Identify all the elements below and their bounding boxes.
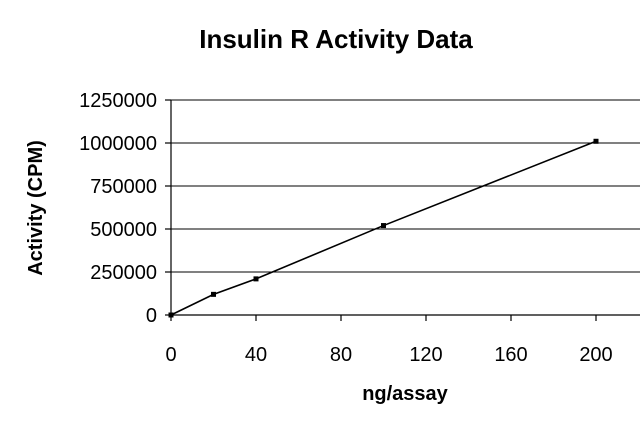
y-tick-label: 750000 <box>90 176 157 198</box>
gridlines <box>171 99 640 273</box>
x-tick-labels: 0 40 80 120 160 200 <box>165 344 612 366</box>
x-tick-label: 120 <box>409 344 442 366</box>
x-tick-label: 40 <box>245 344 267 366</box>
data-point <box>593 138 599 144</box>
data-point <box>253 276 259 282</box>
y-axis-label: Activity (CPM) <box>25 140 47 276</box>
y-tick-label: 0 <box>146 305 157 327</box>
x-tick-label: 200 <box>579 344 612 366</box>
data-point <box>211 291 216 297</box>
x-tick-label: 80 <box>330 344 352 366</box>
x-axis-label: ng/assay <box>362 383 448 405</box>
series <box>168 138 599 318</box>
y-tick-label: 1000000 <box>79 133 157 155</box>
data-point <box>168 312 174 318</box>
y-tick-labels: 0 250000 500000 750000 1000000 1250000 <box>79 90 157 327</box>
y-tick-label: 1250000 <box>79 90 157 112</box>
y-tick-label: 500000 <box>90 219 157 241</box>
x-tick-label: 160 <box>494 344 527 366</box>
data-point <box>381 223 386 229</box>
axes <box>165 99 640 321</box>
chart-title: Insulin R Activity Data <box>199 24 473 54</box>
x-tick-label: 0 <box>165 344 176 366</box>
y-tick-label: 250000 <box>90 262 157 284</box>
series-line-0 <box>170 140 597 316</box>
